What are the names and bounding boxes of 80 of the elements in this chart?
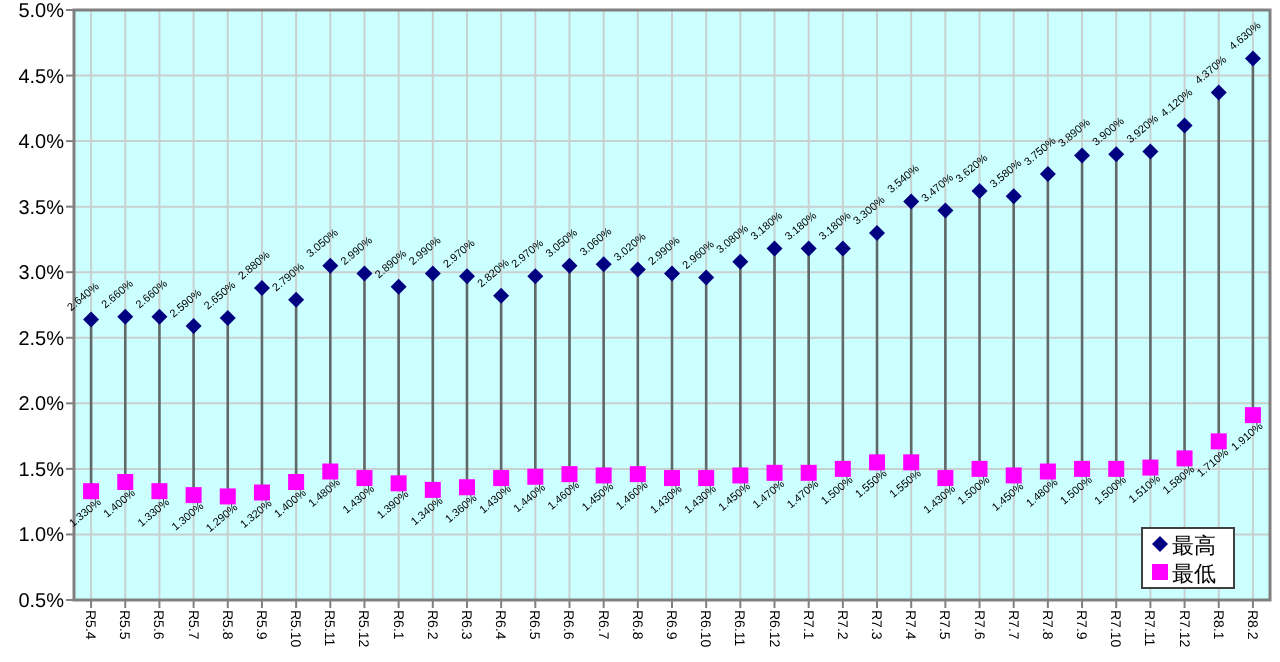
point (629, 261, 646, 278)
point (83, 311, 100, 328)
point (698, 269, 715, 286)
point (971, 182, 988, 199)
point (698, 470, 715, 487)
point (869, 454, 886, 471)
point (356, 265, 373, 282)
point (1210, 433, 1227, 450)
point (766, 464, 783, 481)
point (561, 466, 578, 483)
point (253, 279, 270, 296)
point (322, 463, 339, 480)
point (424, 481, 441, 498)
ytick: 4.0% (18, 132, 64, 155)
point (1176, 117, 1193, 134)
point (664, 265, 680, 282)
point (117, 308, 134, 325)
point (1142, 143, 1159, 160)
point (1244, 50, 1261, 67)
point (595, 256, 612, 273)
point (629, 466, 646, 483)
point (937, 202, 954, 219)
ytick: 2.0% (18, 394, 64, 417)
point (253, 484, 270, 501)
point (424, 265, 441, 282)
point (493, 470, 510, 487)
point (1074, 460, 1091, 477)
legend-label: 最低 (1172, 563, 1216, 587)
point (903, 193, 920, 210)
point (595, 467, 612, 484)
point (1176, 450, 1193, 467)
point (1108, 146, 1125, 163)
point (151, 483, 168, 500)
point (527, 468, 544, 485)
point (322, 257, 339, 274)
ytick: 3.0% (18, 263, 64, 286)
point (185, 317, 202, 334)
point (288, 474, 305, 490)
point (561, 257, 578, 274)
point (800, 464, 817, 481)
point (1005, 467, 1022, 484)
point (83, 483, 100, 500)
point (1108, 460, 1125, 477)
point (664, 470, 680, 487)
point (903, 454, 920, 471)
ytick: 5.0% (18, 1, 64, 23)
point (971, 460, 988, 477)
point (1210, 84, 1227, 101)
point (834, 460, 851, 477)
ytick: 1.5% (18, 459, 64, 482)
legend-label: 最高 (1172, 535, 1216, 559)
ytick: 2.5% (18, 328, 64, 351)
point (493, 287, 510, 304)
point (1039, 463, 1056, 480)
ytick: 0.5% (18, 591, 64, 613)
point (219, 488, 236, 505)
point (732, 253, 749, 270)
point (185, 487, 202, 504)
point (834, 240, 851, 257)
point (219, 310, 236, 327)
ytick: 1.0% (18, 525, 64, 548)
point (527, 268, 544, 285)
point (151, 308, 168, 325)
point (1039, 165, 1056, 182)
point (800, 240, 817, 257)
point (869, 224, 886, 241)
point (288, 291, 305, 308)
point (117, 474, 134, 490)
point (458, 268, 475, 285)
ytick: 3.5% (18, 197, 64, 220)
point (1244, 407, 1261, 424)
point (732, 467, 749, 484)
point (458, 479, 475, 496)
point (390, 475, 407, 492)
ytick: 4.5% (18, 66, 64, 89)
point (1142, 459, 1159, 476)
point (766, 240, 783, 257)
point (390, 278, 407, 295)
point (1005, 188, 1022, 205)
point (1074, 147, 1091, 164)
